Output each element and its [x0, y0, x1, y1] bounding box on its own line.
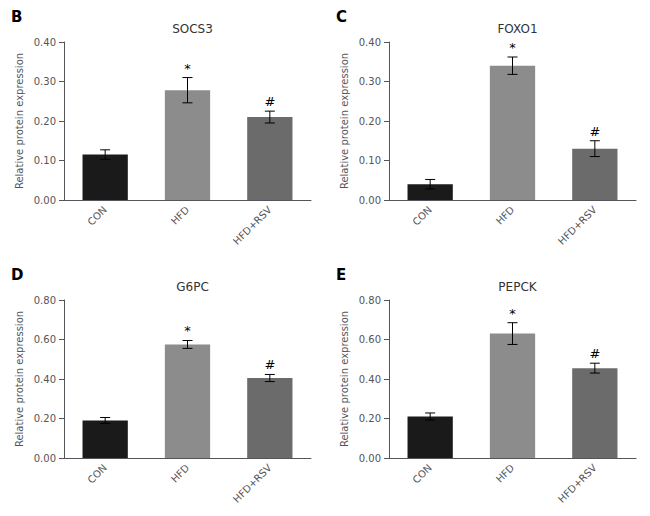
svg-text:0.40: 0.40 — [359, 374, 381, 385]
svg-text:0.40: 0.40 — [34, 37, 56, 48]
svg-text:HFD: HFD — [494, 204, 517, 227]
svg-text:0.20: 0.20 — [359, 413, 381, 424]
svg-text:0.30: 0.30 — [34, 76, 56, 87]
svg-text:Relative protein expression: Relative protein expression — [339, 53, 350, 189]
svg-text:#: # — [589, 124, 600, 139]
svg-text:0.80: 0.80 — [359, 295, 381, 306]
svg-text:0.20: 0.20 — [34, 413, 56, 424]
svg-text:#: # — [264, 94, 275, 109]
svg-text:0.00: 0.00 — [34, 195, 56, 206]
svg-text:0.80: 0.80 — [34, 295, 56, 306]
svg-text:HFD: HFD — [169, 462, 192, 485]
svg-text:Relative protein expression: Relative protein expression — [14, 53, 25, 189]
svg-text:E: E — [336, 266, 346, 284]
svg-text:0.00: 0.00 — [359, 195, 381, 206]
svg-text:C: C — [336, 8, 347, 26]
svg-text:HFD: HFD — [494, 462, 517, 485]
svg-text:CON: CON — [86, 204, 110, 228]
svg-text:HFD+RSV: HFD+RSV — [556, 462, 599, 505]
svg-text:0.20: 0.20 — [34, 116, 56, 127]
svg-text:*: * — [184, 61, 191, 76]
svg-text:0.00: 0.00 — [359, 453, 381, 464]
svg-text:*: * — [509, 306, 516, 321]
svg-text:#: # — [264, 357, 275, 372]
svg-text:PEPCK: PEPCK — [498, 280, 537, 294]
svg-text:CON: CON — [86, 462, 110, 486]
svg-text:0.60: 0.60 — [359, 334, 381, 345]
svg-text:CON: CON — [411, 462, 435, 486]
svg-text:0.40: 0.40 — [359, 37, 381, 48]
svg-text:0.30: 0.30 — [359, 76, 381, 87]
svg-text:B: B — [11, 8, 22, 26]
svg-text:HFD: HFD — [169, 204, 192, 227]
svg-text:*: * — [184, 323, 191, 338]
svg-text:CON: CON — [411, 204, 435, 228]
svg-text:0.10: 0.10 — [34, 155, 56, 166]
svg-text:0.10: 0.10 — [359, 155, 381, 166]
svg-text:HFD+RSV: HFD+RSV — [556, 204, 599, 247]
svg-text:0.00: 0.00 — [34, 453, 56, 464]
svg-text:G6PC: G6PC — [176, 280, 209, 294]
svg-text:0.60: 0.60 — [34, 334, 56, 345]
svg-text:HFD+RSV: HFD+RSV — [231, 462, 274, 505]
svg-text:Relative protein expression: Relative protein expression — [14, 311, 25, 447]
svg-text:#: # — [589, 346, 600, 361]
svg-text:0.40: 0.40 — [34, 374, 56, 385]
svg-text:0.20: 0.20 — [359, 116, 381, 127]
svg-text:*: * — [509, 40, 516, 55]
svg-text:D: D — [11, 266, 23, 284]
svg-text:SOCS3: SOCS3 — [172, 22, 213, 36]
svg-text:FOXO1: FOXO1 — [497, 22, 537, 36]
svg-text:Relative protein expression: Relative protein expression — [339, 311, 350, 447]
svg-text:HFD+RSV: HFD+RSV — [231, 204, 274, 247]
